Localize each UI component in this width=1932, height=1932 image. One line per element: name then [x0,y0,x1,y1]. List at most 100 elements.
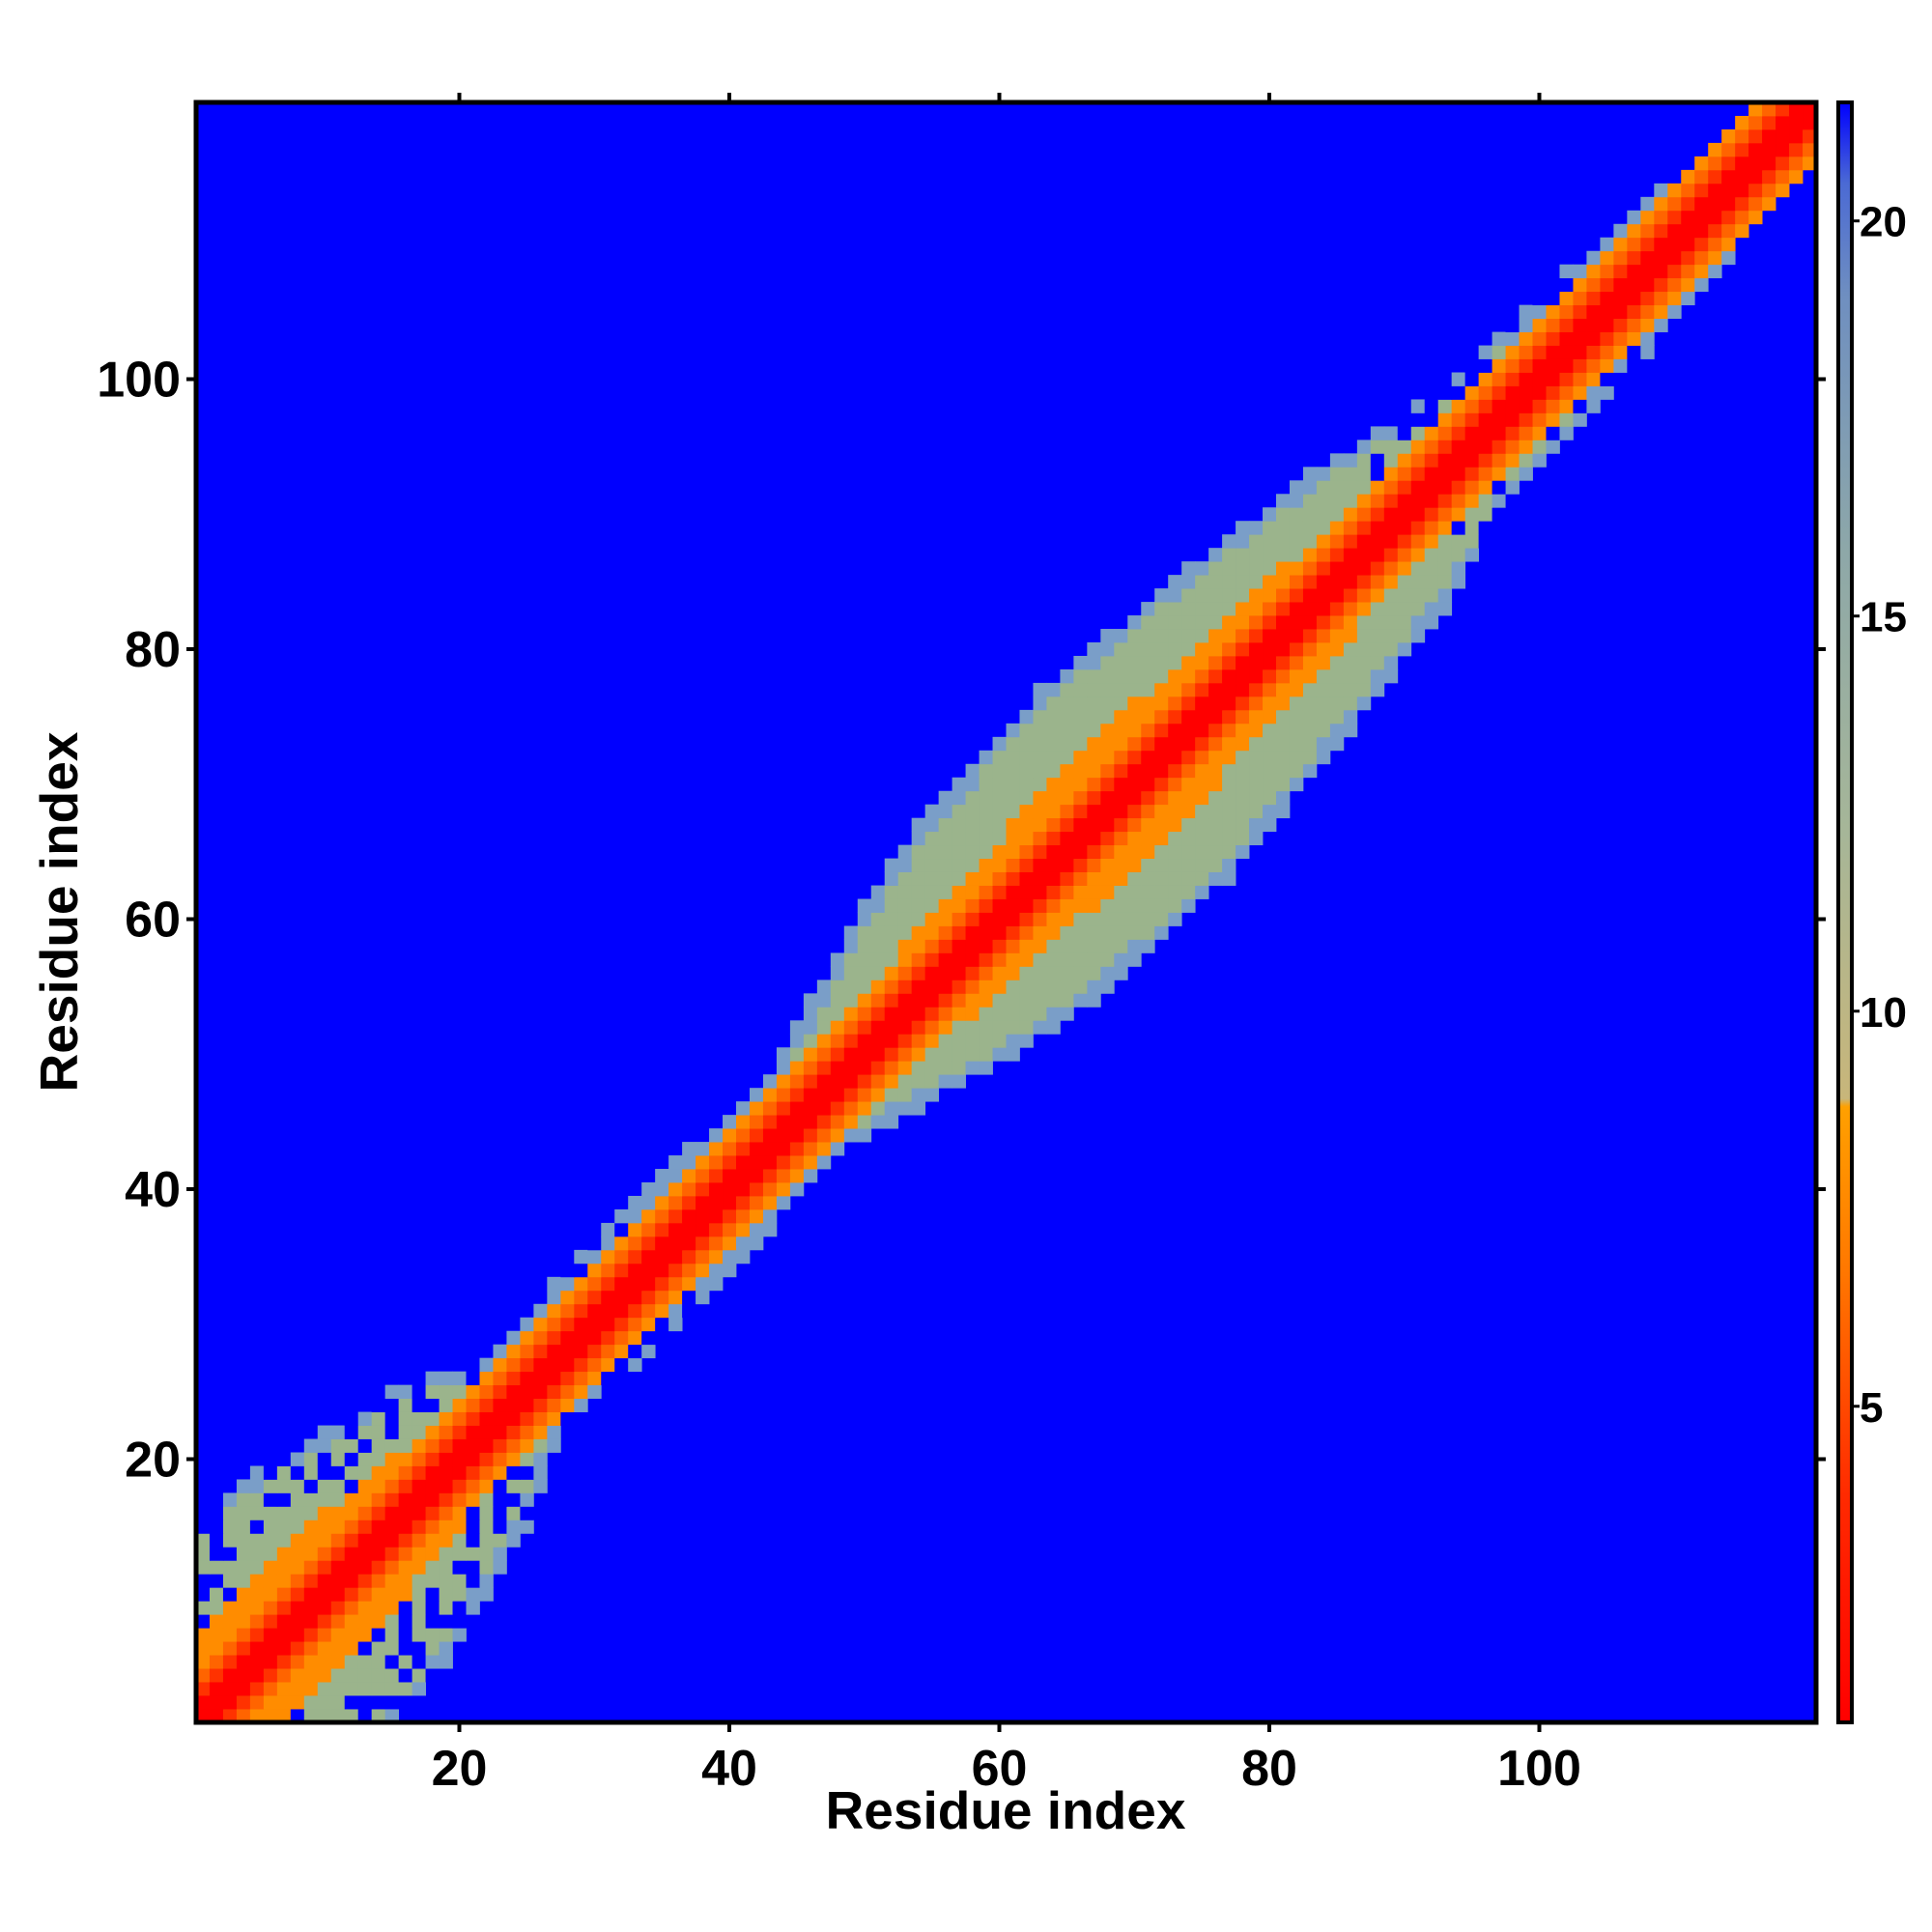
heatmap-cell [1613,291,1628,306]
heatmap-cell [965,804,980,819]
x-tick-label: 20 [432,1741,488,1797]
heatmap-cell [1397,453,1412,468]
heatmap-cell [1073,723,1088,738]
heatmap-cell [924,1047,940,1062]
heatmap-cell [371,1438,386,1453]
heatmap-cell [1302,507,1318,522]
heatmap-cell [384,1506,400,1520]
heatmap-cell [736,1155,751,1170]
heatmap-cell [1181,588,1196,603]
heatmap-cell [1397,467,1412,481]
heatmap-cell [1397,412,1412,427]
heatmap-cell [843,1074,859,1089]
heatmap-cell [1154,696,1169,711]
heatmap-cell [952,925,966,940]
heatmap-cell [1033,682,1047,697]
heatmap-cell [938,804,953,819]
heatmap-cell [857,1007,872,1021]
y-tick-label: 40 [125,1162,181,1218]
heatmap-cell [1127,682,1142,697]
heatmap-cell [1127,668,1142,684]
heatmap-cell [1019,898,1034,913]
heatmap-cell [357,1411,373,1426]
heatmap-cell [439,1533,453,1548]
heatmap-cell [520,1344,534,1359]
heatmap-cell [1276,709,1291,724]
heatmap-cell [263,1655,278,1669]
heatmap-cell [1073,804,1088,819]
heatmap-cell [1006,1020,1020,1035]
heatmap-cell [1073,898,1088,913]
heatmap-cell [1316,534,1331,549]
heatmap-cell [1356,494,1372,508]
heatmap-cell [1168,817,1182,833]
heatmap-cell [249,1668,265,1683]
heatmap-cell [439,1425,453,1439]
heatmap-cell [303,1520,319,1534]
heatmap-cell [1046,763,1061,779]
heatmap-cell [1046,993,1061,1008]
heatmap-cell [952,1007,966,1021]
heatmap-cell [668,1195,683,1210]
heatmap-cell [1505,385,1520,400]
heatmap-cell [466,1574,480,1588]
heatmap-cell [1019,831,1034,846]
heatmap-cell [1505,372,1520,386]
heatmap-cell [1060,844,1074,860]
heatmap-cell [1276,588,1291,603]
heatmap-cell [330,1425,346,1439]
heatmap-cell [1640,331,1655,346]
heatmap-cell [1114,939,1128,953]
heatmap-cell [520,1425,534,1439]
heatmap-cell [317,1465,332,1480]
heatmap-cell [398,1438,413,1453]
heatmap-cell [1586,264,1601,279]
y-tick-label: 60 [125,892,181,948]
heatmap-cell [330,1709,346,1723]
heatmap-cell [1410,548,1426,562]
heatmap-cell [1195,629,1209,643]
heatmap-cell [884,885,899,899]
heatmap-cell [303,1465,319,1480]
heatmap-cell [371,1628,386,1642]
heatmap-cell [574,1317,588,1332]
heatmap-cell [965,1007,980,1021]
heatmap-cell [1222,615,1236,630]
heatmap-cell [1505,399,1520,413]
heatmap-cell [709,1236,724,1251]
heatmap-cell [1168,858,1182,872]
heatmap-cell [1640,237,1655,252]
heatmap-cell [1505,480,1520,495]
heatmap-cell [439,1547,453,1561]
heatmap-cell [1141,696,1155,711]
heatmap-cell [1060,777,1074,792]
heatmap-cell [1100,844,1115,860]
heatmap-cell [1410,561,1426,576]
heatmap-cell [1236,534,1250,549]
heatmap-cell [1276,668,1291,684]
heatmap-cell [1006,1007,1020,1021]
heatmap-cell [1613,223,1628,239]
heatmap-cell [1033,1020,1047,1035]
heatmap-cell [276,1560,292,1575]
heatmap-cell [1100,682,1115,697]
heatmap-cell [1519,304,1533,320]
heatmap-cell [506,1344,521,1359]
heatmap-cell [884,1088,899,1102]
heatmap-cell [1289,696,1304,711]
heatmap-cell [1087,885,1101,899]
heatmap-cell [1789,115,1804,130]
heatmap-cell [1263,804,1277,819]
heatmap-cell [762,1208,778,1224]
heatmap-cell [843,925,859,940]
heatmap-cell [384,1465,400,1480]
heatmap-cell [682,1222,696,1237]
heatmap-cell [1100,629,1115,643]
heatmap-cell [884,993,899,1008]
heatmap-cell [1222,602,1236,616]
heatmap-cell [1154,642,1169,657]
heatmap-cell [1236,763,1250,779]
heatmap-cell [1654,264,1668,279]
heatmap-cell [641,1182,656,1197]
